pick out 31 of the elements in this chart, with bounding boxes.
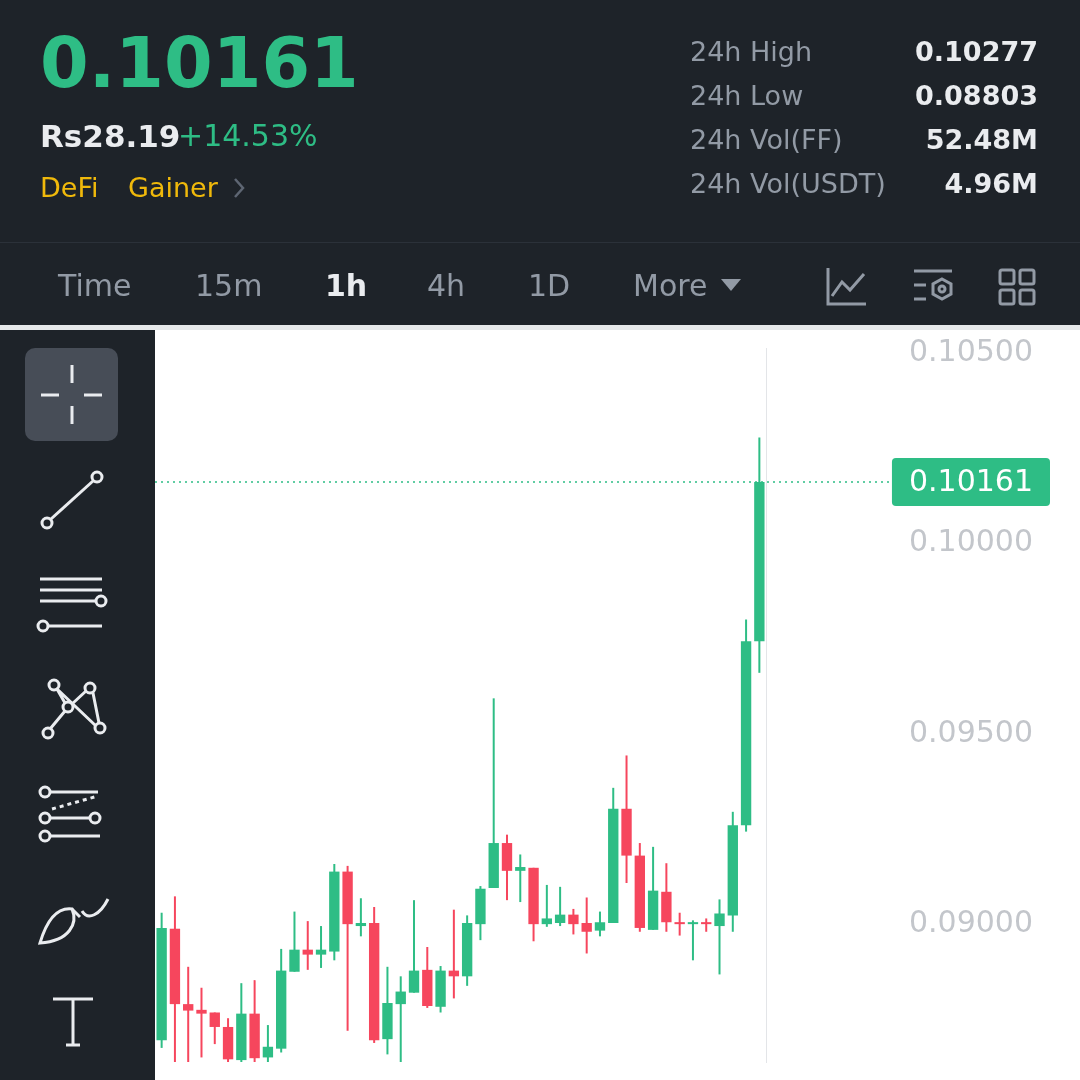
text: Rs28.19: [40, 118, 181, 154]
text: 24h Vol(USDT): [690, 168, 886, 199]
text: 24h Vol(FF): [690, 124, 843, 155]
text: 24h Low: [690, 80, 804, 111]
text: 1h: [325, 268, 368, 303]
text: 4.96M: [944, 168, 1038, 199]
text: 0.10277: [915, 36, 1038, 67]
text: 15m: [195, 268, 263, 303]
candlestick: [302, 921, 313, 970]
chart-title: 0.10161: [40, 22, 359, 104]
text: 1D: [528, 268, 571, 303]
y-tick-label: 0.09000: [908, 903, 1033, 939]
y-tick-label: 0.10500: [908, 332, 1033, 368]
ref-line-label: 0.10161: [908, 462, 1033, 498]
candlestick: [183, 966, 194, 1062]
text: 4h: [427, 268, 466, 303]
candlestick: [674, 912, 685, 936]
text: Time: [58, 268, 132, 303]
text: 0.08803: [915, 80, 1038, 111]
text: More: [633, 268, 708, 303]
text: DeFi: [40, 172, 99, 203]
candlestick: [687, 920, 699, 961]
text: 52.48M: [925, 124, 1038, 155]
text: +14.53%: [178, 118, 318, 153]
candlestick: [515, 854, 526, 903]
y-tick-label: 0.09500: [908, 713, 1033, 749]
candlestick: [355, 898, 367, 937]
y-tick-label: 0.10000: [908, 523, 1033, 559]
candlestick: [196, 987, 207, 1058]
text: Gainer: [128, 172, 218, 203]
text: 24h High: [690, 36, 813, 67]
